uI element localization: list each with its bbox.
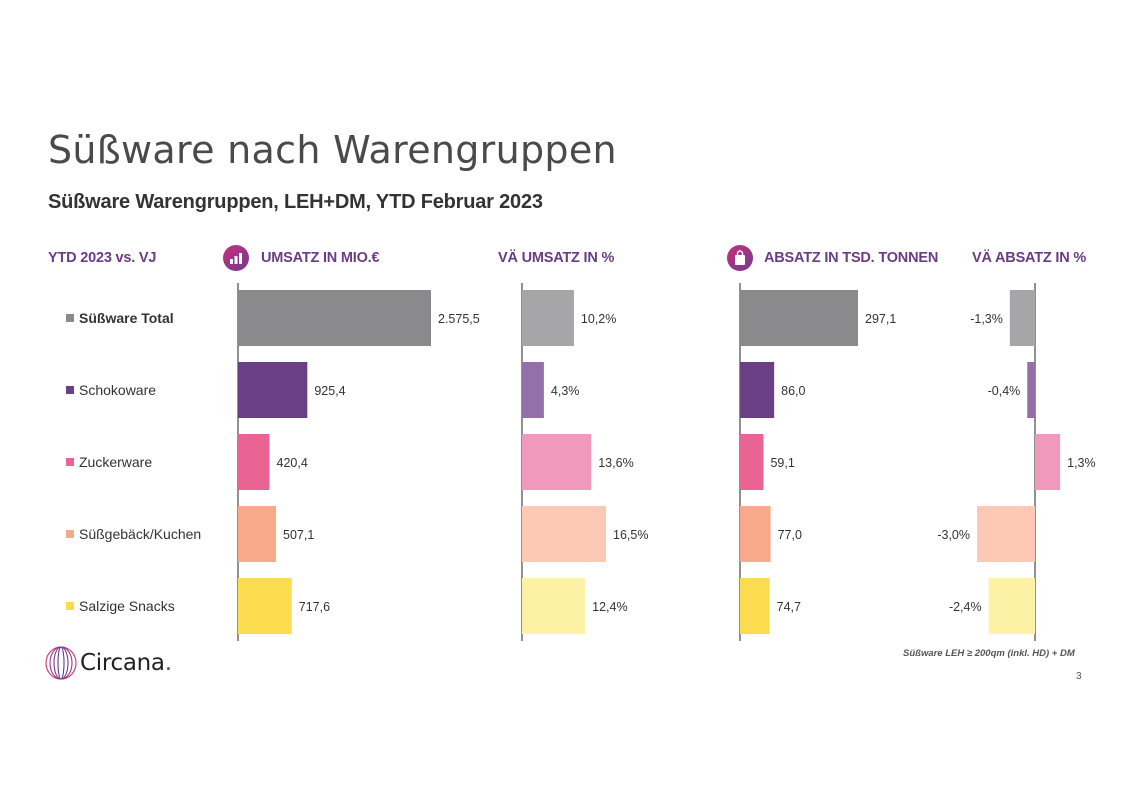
bar (740, 506, 771, 562)
data-label: 297,1 (865, 312, 896, 326)
category-label-text: Schokoware (79, 382, 157, 398)
data-label: 1,3% (1067, 456, 1096, 470)
bar (522, 362, 544, 418)
data-label: 2.575,5 (438, 312, 480, 326)
legend-swatch (66, 386, 74, 394)
category-label-text: Salzige Snacks (79, 598, 175, 614)
bar (522, 434, 592, 490)
legend-swatch (66, 602, 74, 610)
data-label: -0,4% (988, 384, 1021, 398)
row-header: YTD 2023 vs. VJ (48, 250, 157, 266)
bar (522, 578, 586, 634)
data-label: 86,0 (781, 384, 805, 398)
data-label: 4,3% (551, 384, 580, 398)
bar (522, 290, 574, 346)
category-label-text: Süßgebäck/Kuchen (79, 526, 202, 542)
bar (740, 362, 775, 418)
circana-logo: Circana. (44, 645, 172, 681)
page-number: 3 (1076, 671, 1082, 682)
category-label: Schokoware (66, 380, 156, 400)
bar (522, 506, 606, 562)
bar (1035, 434, 1061, 490)
bar (238, 578, 292, 634)
footnote: Süßware LEH ≥ 200qm (inkl. HD) + DM (903, 648, 1075, 659)
data-label: 10,2% (581, 312, 616, 326)
data-label: 420,4 (277, 456, 308, 470)
bar-chart-icon (223, 245, 249, 271)
data-label: 13,6% (598, 456, 633, 470)
category-label: Süßgebäck/Kuchen (66, 524, 201, 544)
bar (740, 578, 770, 634)
category-label: Salzige Snacks (66, 596, 175, 616)
bar (238, 290, 431, 346)
category-label: Süßware Total (66, 308, 174, 328)
bar (238, 362, 308, 418)
logo-text: Circana (80, 650, 165, 676)
legend-swatch (66, 314, 74, 322)
data-label: -3,0% (937, 528, 970, 542)
data-label: 717,6 (299, 600, 330, 614)
category-label: Zuckerware (66, 452, 152, 472)
bar (988, 578, 1035, 634)
data-label: -2,4% (949, 600, 982, 614)
logo-dot: . (164, 650, 172, 676)
data-label: 507,1 (283, 528, 314, 542)
shopping-bag-icon (727, 245, 753, 271)
category-label-text: Süßware Total (79, 310, 174, 326)
data-label: 59,1 (770, 456, 794, 470)
page-title: Süßware nach Warengruppen (48, 128, 617, 172)
data-label: 74,7 (777, 600, 801, 614)
legend-swatch (66, 530, 74, 538)
bar (977, 506, 1035, 562)
data-label: 925,4 (314, 384, 345, 398)
data-label: 77,0 (778, 528, 802, 542)
bar (740, 290, 858, 346)
bar (238, 434, 270, 490)
legend-swatch (66, 458, 74, 466)
data-label: -1,3% (970, 312, 1003, 326)
bar (238, 506, 277, 562)
umsatz-header: UMSATZ IN MIO.€ (261, 250, 380, 266)
va-umsatz-header: VÄ UMSATZ IN % (498, 250, 615, 266)
data-label: 12,4% (592, 600, 627, 614)
category-label-text: Zuckerware (79, 454, 153, 470)
va-absatz-header: VÄ ABSATZ IN % (972, 250, 1087, 266)
bar (1009, 290, 1035, 346)
data-label: 16,5% (613, 528, 648, 542)
page-subtitle: Süßware Warengruppen, LEH+DM, YTD Februa… (48, 191, 543, 213)
circana-logo-icon (45, 646, 77, 680)
bar (740, 434, 764, 490)
bar (1027, 362, 1035, 418)
absatz-header: ABSATZ IN TSD. TONNEN (764, 250, 939, 266)
